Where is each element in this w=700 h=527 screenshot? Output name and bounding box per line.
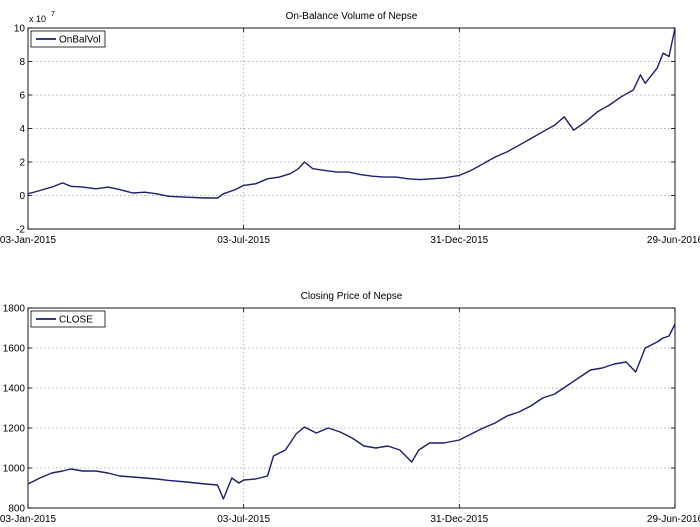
chart-1: -2 0 2 4 6 8 10 03-Jan-2015 03-Jul-2015 31-Dec-20…	[0, 11, 700, 246]
legend: OnBalVol	[30, 30, 106, 48]
y-tick-label: -2	[16, 225, 25, 236]
chart-title: On-Balance Volume of Nepse	[286, 11, 418, 22]
series-line-onbalvol	[27, 27, 676, 199]
y-tick-label: 6	[19, 91, 25, 102]
chart-title: Closing Price of Nepse	[301, 291, 403, 302]
legend-label: CLOSE	[59, 315, 93, 326]
x-tick-label: 29-Jun-2016	[647, 235, 700, 246]
y-tick-label: 4	[19, 124, 25, 135]
legend-box	[30, 310, 106, 328]
plot-area	[28, 308, 675, 508]
y-tick-label: 10	[14, 24, 26, 35]
x-tick-label: 03-Jan-2015	[0, 514, 57, 525]
x-tick-label: 31-Dec-2015	[430, 235, 488, 246]
axes-frame	[27, 307, 676, 509]
x-tick-label: 31-Dec-2015	[430, 514, 488, 525]
x-tick-label: 03-Jul-2015	[217, 514, 270, 525]
x-tick-label: 29-Jun-2016	[647, 514, 700, 525]
y-tick-label: 800	[8, 504, 25, 515]
y-tick-label: 8	[19, 57, 25, 68]
y-tick-label: 0	[19, 191, 25, 202]
legend: CLOSE	[30, 310, 106, 328]
legend-box	[30, 30, 106, 48]
x-tick-label: 03-Jul-2015	[217, 235, 270, 246]
series-line-close	[27, 323, 676, 500]
y-tick-label: 1800	[3, 304, 26, 315]
plot-area	[28, 28, 675, 229]
chart-2: 800 1000 1200 1400 1600 1800 03-Jan-2015 03-Jul…	[0, 291, 700, 525]
y-tick-label: 1000	[3, 464, 26, 475]
legend-label: OnBalVol	[59, 35, 101, 46]
x-tick-label: 03-Jan-2015	[0, 235, 57, 246]
y-exponent-base: x 10	[29, 14, 46, 24]
y-tick-label: 2	[19, 158, 25, 169]
y-exponent-power: 7	[51, 11, 55, 18]
y-tick-label: 1600	[3, 344, 26, 355]
y-tick-label: 1200	[3, 424, 26, 435]
y-tick-label: 1400	[3, 384, 26, 395]
